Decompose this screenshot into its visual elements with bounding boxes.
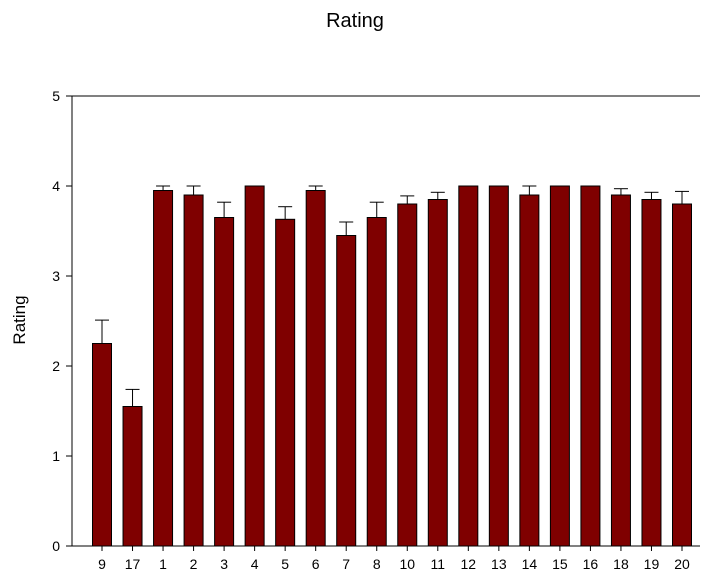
bar xyxy=(244,185,265,547)
x-tick-label: 13 xyxy=(491,556,507,572)
x-tick-label: 4 xyxy=(251,556,259,572)
y-tick-label: 0 xyxy=(52,538,60,554)
y-tick-label: 3 xyxy=(52,268,60,284)
bar xyxy=(366,217,387,547)
chart-title: Rating xyxy=(326,10,384,32)
bar xyxy=(549,185,570,547)
y-tick-label: 1 xyxy=(52,448,60,464)
bar xyxy=(458,185,479,547)
bar xyxy=(641,199,662,547)
x-tick-label: 14 xyxy=(522,556,538,572)
x-tick-label: 19 xyxy=(644,556,660,572)
x-tick-label: 5 xyxy=(281,556,289,572)
bar xyxy=(427,199,448,547)
bars xyxy=(92,185,692,547)
bar xyxy=(122,406,143,547)
x-tick-label: 1 xyxy=(159,556,167,572)
bar xyxy=(672,203,692,547)
x-tick-label: 9 xyxy=(98,556,106,572)
bar xyxy=(397,203,418,547)
x-tick-label: 7 xyxy=(342,556,350,572)
y-axis-ticks: 0 1 2 3 4 5 xyxy=(52,88,72,554)
bar xyxy=(153,190,174,547)
x-tick-label: 3 xyxy=(220,556,228,572)
x-tick-label: 16 xyxy=(583,556,599,572)
x-tick-label: 8 xyxy=(373,556,381,572)
bar xyxy=(519,194,540,547)
bar xyxy=(214,217,235,547)
bar xyxy=(488,185,509,547)
bar xyxy=(610,194,631,547)
y-tick-label: 4 xyxy=(52,178,60,194)
bar xyxy=(275,218,296,547)
y-tick-label: 2 xyxy=(52,358,60,374)
x-axis-ticks: 9 17 1 2 3 4 5 6 7 8 10 11 12 13 14 15 16 18 19 20 xyxy=(98,546,690,572)
bar xyxy=(183,194,204,547)
y-tick-label: 5 xyxy=(52,88,60,104)
error-bars xyxy=(95,185,689,407)
x-tick-label: 17 xyxy=(125,556,141,572)
y-axis-label: Rating xyxy=(10,295,29,344)
x-tick-label: 15 xyxy=(552,556,568,572)
bar xyxy=(580,185,601,547)
x-tick-label: 18 xyxy=(613,556,629,572)
x-tick-label: 11 xyxy=(431,556,446,572)
bar xyxy=(305,190,326,547)
bar xyxy=(92,343,112,547)
x-tick-label: 20 xyxy=(674,556,690,572)
bar xyxy=(336,235,357,547)
x-tick-label: 10 xyxy=(399,556,415,572)
x-tick-label: 12 xyxy=(461,556,477,572)
x-tick-label: 2 xyxy=(190,556,198,572)
x-tick-label: 6 xyxy=(312,556,320,572)
